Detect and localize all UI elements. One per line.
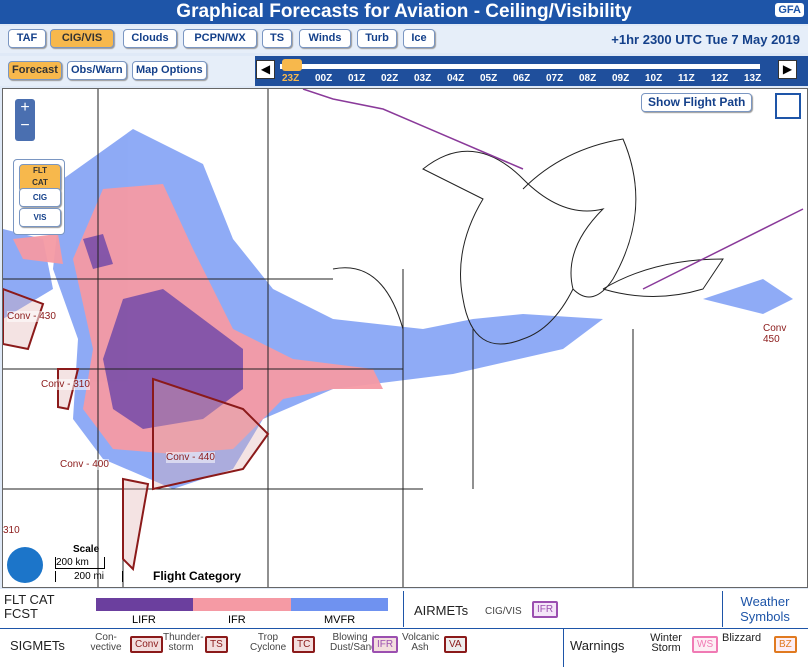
time-label[interactable]: 09Z [612, 73, 630, 84]
product-button[interactable]: PCPN/WX [183, 29, 257, 48]
product-button[interactable]: TAF [8, 29, 46, 48]
layer-button[interactable]: CIG [19, 188, 61, 207]
category-label: MVFR [324, 614, 356, 626]
airmet-item: CIG/VIS [485, 606, 522, 617]
slider-handle[interactable] [282, 59, 302, 71]
scale-title: Scale [73, 544, 100, 555]
time-label[interactable]: 12Z [711, 73, 729, 84]
sigmet-item-label: Trop Cyclone [250, 632, 287, 653]
sigmet-badge: IFR [372, 636, 399, 653]
boundaries [3, 89, 724, 587]
time-label[interactable]: 13Z [744, 73, 762, 84]
sigmet-badge: Conv [130, 636, 164, 653]
zoom-in[interactable]: + [20, 99, 30, 116]
warning-badge: WS [692, 636, 719, 653]
sigmet-label: Conv [763, 323, 787, 334]
warning-badge: BZ [774, 636, 797, 653]
sigmet-badge: VA [444, 636, 467, 653]
sigmets-title: SIGMETs [10, 638, 65, 653]
next-button[interactable]: ▶ [778, 60, 797, 79]
mode-button[interactable]: Map Options [132, 61, 207, 80]
mode-button[interactable]: Forecast [8, 61, 62, 80]
weather-symbols-link[interactable]: Weather Symbols [740, 594, 790, 624]
lifr-area [83, 234, 243, 429]
category-label: IFR [228, 614, 246, 626]
zoom-control: + − [15, 99, 35, 141]
sigmet-label: 450 [763, 334, 780, 345]
sigmet-item-label: Con-vective [90, 632, 122, 653]
time-label[interactable]: 06Z [513, 73, 531, 84]
fcst-line: FLT CAT [4, 592, 55, 607]
sigmet-label: Conv - 400 [60, 459, 109, 470]
warning-item-label: Winter Storm [650, 632, 682, 654]
sigmet-badge: TS [205, 636, 228, 653]
title: Graphical Forecasts for Aviation - Ceili… [176, 1, 632, 22]
warning-item-label: Blizzard [722, 632, 762, 644]
product-button[interactable]: TS [262, 29, 292, 48]
airmets-title: AIRMETs [414, 603, 469, 618]
time-label[interactable]: 03Z [414, 73, 432, 84]
divider [563, 629, 564, 667]
product-button[interactable]: CIG/VIS [50, 29, 114, 48]
map-canvas [3, 89, 804, 587]
fcst-title: FLT CAT FCST [4, 593, 55, 621]
time-label[interactable]: 02Z [381, 73, 399, 84]
time-label[interactable]: 10Z [645, 73, 663, 84]
divider [722, 591, 723, 627]
time-label[interactable]: 08Z [579, 73, 597, 84]
airmet-line [302, 89, 804, 290]
time-label[interactable]: 07Z [546, 73, 564, 84]
time-label[interactable]: 01Z [348, 73, 366, 84]
product-button[interactable]: Winds [299, 29, 351, 48]
overlay-title: Flight Category [153, 569, 242, 583]
sigmet-label: Conv - 310 [41, 379, 90, 390]
lifr-swatch [96, 598, 193, 611]
sigmet-label: Conv - 430 [7, 311, 56, 322]
warnings-title: Warnings [570, 638, 625, 653]
noaa-logo [7, 547, 43, 583]
scale-km: 200 km [55, 557, 105, 569]
logo[interactable]: GFA [775, 3, 804, 17]
category-label: LIFR [132, 614, 156, 626]
product-button[interactable]: Turb [357, 29, 397, 48]
fcst-line: FCST [4, 606, 38, 621]
sigmet-item-label: Thunder-storm [163, 632, 204, 653]
mode-button[interactable]: Obs/Warn [67, 61, 127, 80]
divider [0, 628, 808, 629]
sigmet-label: 310 [3, 525, 20, 536]
title-bar: Graphical Forecasts for Aviation - Ceili… [0, 0, 808, 24]
sigmet-badge: TC [292, 636, 316, 653]
expand-button[interactable] [775, 93, 801, 119]
product-button[interactable]: Ice [403, 29, 435, 48]
slider-track [280, 64, 760, 69]
map[interactable]: + − FLT CAT CIG VIS Show Flight Path Conv -… [2, 88, 808, 588]
zoom-out[interactable]: − [20, 117, 30, 134]
airmet-badge: IFR [532, 601, 559, 618]
scale-mi: 200 mi [55, 571, 123, 582]
prev-button[interactable]: ◀ [256, 60, 275, 79]
time-label[interactable]: 05Z [480, 73, 498, 84]
flight-path-button[interactable]: Show Flight Path [641, 93, 753, 112]
legend: FLT CAT FCST LIFR IFR MVFR AIRMETs CIG/VIS … [0, 589, 808, 667]
mvfr-swatch [291, 598, 388, 611]
divider [403, 591, 404, 627]
ifr-swatch [193, 598, 291, 611]
sigmet-item-label: Blowing Dust/Sand [330, 632, 377, 653]
layer-button[interactable]: VIS [19, 208, 61, 227]
time-label[interactable]: 04Z [447, 73, 465, 84]
time-label[interactable]: 23Z [282, 73, 300, 84]
time-label[interactable]: 00Z [315, 73, 333, 84]
layer-panel: FLT CAT CIG VIS [13, 159, 65, 235]
valid-time: +1hr 2300 UTC Tue 7 May 2019 [611, 32, 800, 47]
time-label[interactable]: 11Z [678, 73, 695, 84]
product-button[interactable]: Clouds [123, 29, 177, 48]
sigmet-label: Conv - 440 [166, 452, 215, 463]
sigmet-item-label: Volcanic Ash [402, 632, 440, 653]
